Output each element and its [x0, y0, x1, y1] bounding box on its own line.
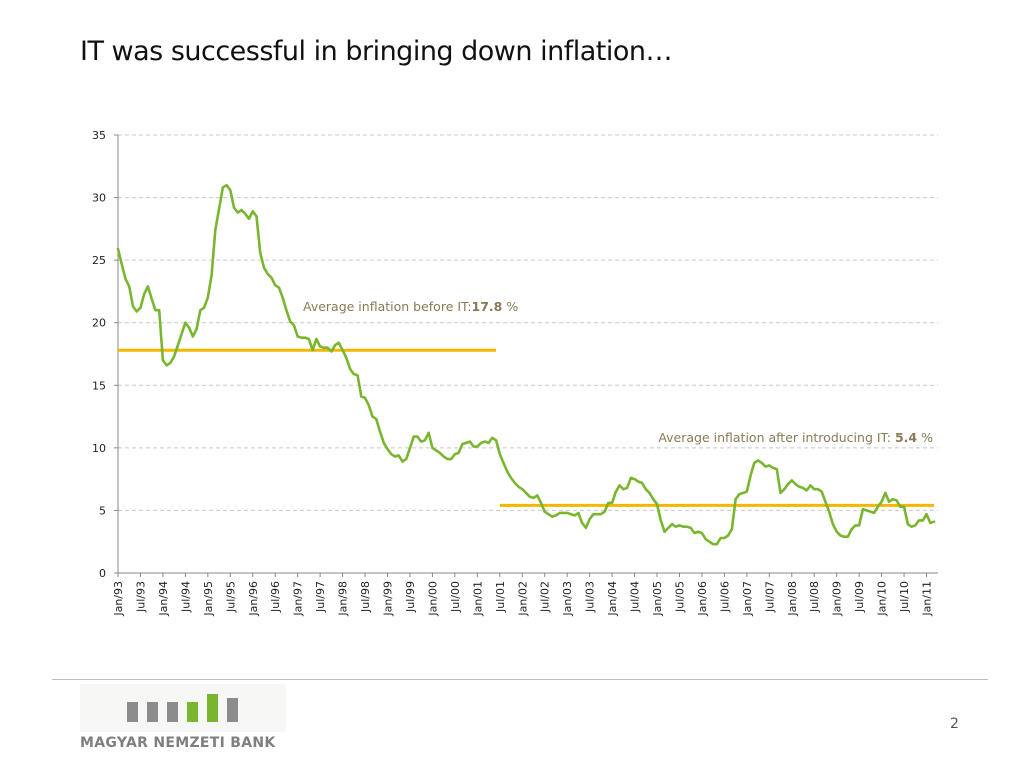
x-tick-label-Jan/98: Jan/98 [337, 581, 350, 617]
x-tick-label-Jul/10: Jul/10 [898, 581, 911, 613]
logo-wordmark: MAGYAR NEMZETI BANK [80, 735, 276, 751]
logo-bar-4 [187, 702, 198, 722]
y-tick-label-20: 20 [92, 317, 106, 330]
logo-background [80, 684, 286, 732]
y-tick-label-0: 0 [99, 567, 106, 580]
x-tick-label-Jul/99: Jul/99 [404, 581, 417, 613]
gridlines [118, 134, 938, 511]
y-tick-label-10: 10 [92, 442, 106, 455]
annotation-after-it-unit: % [917, 430, 933, 445]
slide-title: IT was successful in bringing down infla… [80, 36, 672, 67]
y-tick-label-30: 30 [92, 192, 106, 205]
x-tick-label-Jan/95: Jan/95 [202, 581, 215, 617]
footer-divider [52, 679, 988, 680]
logo-bar-1 [127, 702, 138, 722]
y-tick-label-25: 25 [92, 254, 106, 267]
y-tick-label-5: 5 [99, 504, 106, 517]
x-tick-label-Jul/00: Jul/00 [449, 581, 462, 613]
annotations: Average inflation before IT:17.8 % Avera… [303, 299, 933, 445]
x-tick-label-Jan/04: Jan/04 [606, 581, 619, 617]
average-lines [118, 348, 934, 507]
x-tick-label-Jan/93: Jan/93 [112, 581, 125, 617]
annotation-before-it-value: 17.8 [472, 299, 503, 314]
annotation-before-it-unit: % [502, 299, 518, 314]
series-lines [116, 183, 936, 546]
x-tick-label-Jul/01: Jul/01 [494, 581, 507, 613]
x-tick-label-Jan/00: Jan/00 [426, 581, 439, 617]
x-tick-label-Jul/93: Jul/93 [134, 581, 147, 613]
y-tick-label-15: 15 [92, 379, 106, 392]
x-tick-label-Jan/06: Jan/06 [696, 581, 709, 617]
x-tick-label-Jan/99: Jan/99 [382, 581, 395, 617]
x-tick-label-Jan/05: Jan/05 [651, 581, 664, 617]
x-tick-label-Jan/02: Jan/02 [516, 581, 529, 617]
axes [114, 134, 938, 577]
x-tick-label-Jul/02: Jul/02 [539, 581, 552, 613]
x-tick-label-Jan/03: Jan/03 [561, 581, 574, 617]
annotation-before-it: Average inflation before IT:17.8 % [303, 299, 518, 314]
logo-bar-5 [207, 694, 218, 722]
logo-bars [127, 694, 238, 722]
x-tick-label-Jul/97: Jul/97 [314, 581, 327, 613]
x-tick-label-Jan/09: Jan/09 [831, 581, 844, 617]
annotation-after-it: Average inflation after introducing IT: … [658, 430, 933, 445]
x-tick-label-Jan/07: Jan/07 [741, 581, 754, 617]
x-tick-label-Jan/01: Jan/01 [471, 581, 484, 617]
annotation-before-it-label: Average inflation before IT: [303, 299, 472, 314]
x-tick-label-Jan/11: Jan/11 [921, 581, 934, 617]
x-tick-label-Jan/94: Jan/94 [157, 581, 170, 617]
x-tick-label-Jan/97: Jan/97 [292, 581, 305, 617]
x-tick-label-Jul/96: Jul/96 [269, 581, 282, 613]
x-tick-label-Jul/03: Jul/03 [584, 581, 597, 613]
x-tick-label-Jan/10: Jan/10 [876, 581, 889, 617]
logo-bar-6 [227, 698, 238, 722]
x-tick-label-Jul/09: Jul/09 [853, 581, 866, 613]
y-axis-tick-labels: 0 5 10 15 20 25 30 35 [92, 129, 106, 580]
annotation-after-it-value: 5.4 [895, 430, 917, 445]
x-tick-label-Jul/04: Jul/04 [629, 581, 642, 613]
x-tick-label-Jan/96: Jan/96 [247, 581, 260, 617]
x-tick-label-Jul/06: Jul/06 [718, 581, 731, 613]
x-tick-label-Jul/05: Jul/05 [673, 581, 686, 613]
x-tick-label-Jul/94: Jul/94 [179, 581, 192, 613]
x-tick-label-Jan/08: Jan/08 [786, 581, 799, 617]
x-tick-label-Jul/98: Jul/98 [359, 581, 372, 613]
x-tick-label-Jul/08: Jul/08 [808, 581, 821, 613]
annotation-after-it-label: Average inflation after introducing IT: [658, 430, 895, 445]
series-line-inflation [116, 183, 936, 546]
x-axis-tick-labels: Jan/93 Jul/93 Jan/94 Jul/94 Jan/95 Jul/95 Jan/… [112, 581, 934, 617]
logo-bar-2 [147, 702, 158, 722]
page-number: 2 [950, 716, 959, 732]
logo-bar-3 [167, 702, 178, 722]
x-tick-label-Jul/95: Jul/95 [224, 581, 237, 613]
x-tick-label-Jul/07: Jul/07 [763, 581, 776, 613]
mnb-logo [80, 684, 286, 732]
y-tick-label-35: 35 [92, 129, 106, 142]
